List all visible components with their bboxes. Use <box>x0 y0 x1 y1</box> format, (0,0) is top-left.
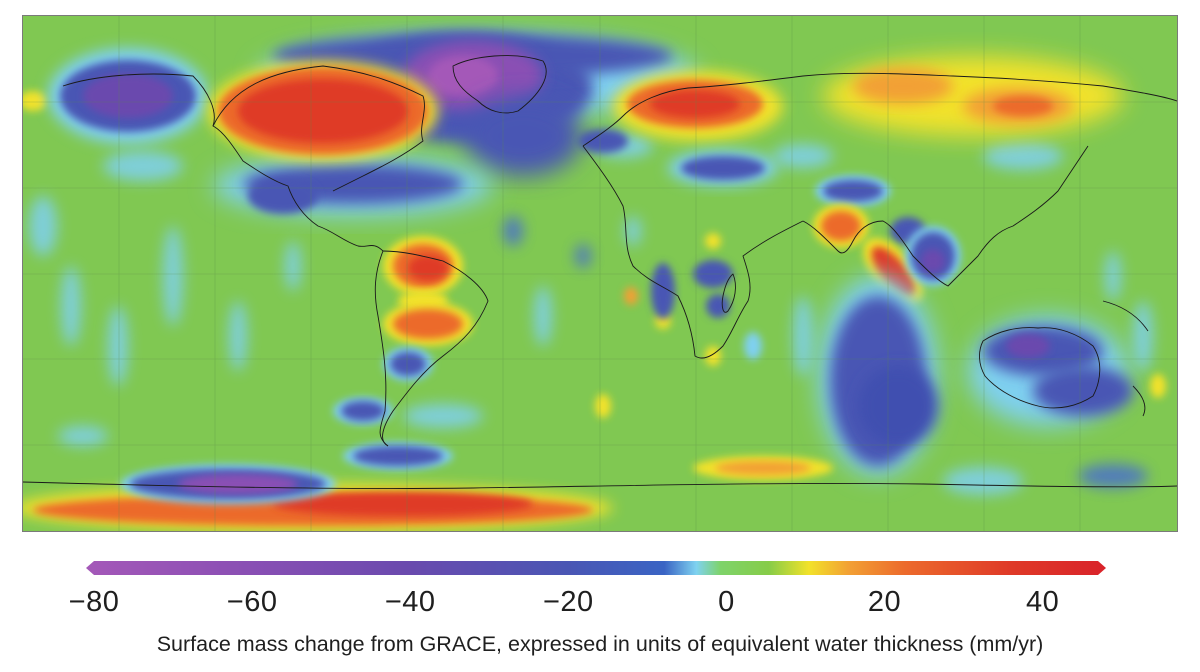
colorbar-caption: Surface mass change from GRACE, expresse… <box>156 632 1044 656</box>
colorbar <box>86 557 1106 579</box>
australia-anomaly <box>968 316 1133 426</box>
colorbar-bar <box>86 561 1106 575</box>
indian-ocean-anomaly <box>818 276 938 476</box>
scandinavia-anomaly <box>613 71 783 141</box>
south-asia-anomalies <box>813 175 961 305</box>
yellow-speckles <box>23 91 1166 418</box>
colorbar-tick-label: −60 <box>226 586 278 618</box>
middle-east-anomaly <box>578 129 778 186</box>
alaska-anomaly <box>48 48 208 144</box>
colorbar-tick-label: −40 <box>384 586 436 618</box>
south-america-anomalies <box>333 236 473 470</box>
siberia-anomaly <box>823 56 1123 136</box>
world-map <box>22 15 1178 532</box>
mass-change-field <box>23 16 1177 531</box>
colorbar-tick-label: −20 <box>542 586 594 618</box>
canada-anomaly <box>208 61 438 161</box>
noise-streaks <box>29 134 1153 495</box>
coastlines <box>23 55 1177 489</box>
colorbar-tick-label: −80 <box>68 586 120 618</box>
colorbar-gradient <box>86 561 1106 575</box>
graticule <box>23 16 1177 531</box>
colorbar-tick-label: 20 <box>867 586 902 618</box>
antarctica-anomalies <box>23 456 833 531</box>
colorbar-tick-label: 40 <box>1026 586 1060 618</box>
colorbar-tick-label: 0 <box>718 586 735 618</box>
